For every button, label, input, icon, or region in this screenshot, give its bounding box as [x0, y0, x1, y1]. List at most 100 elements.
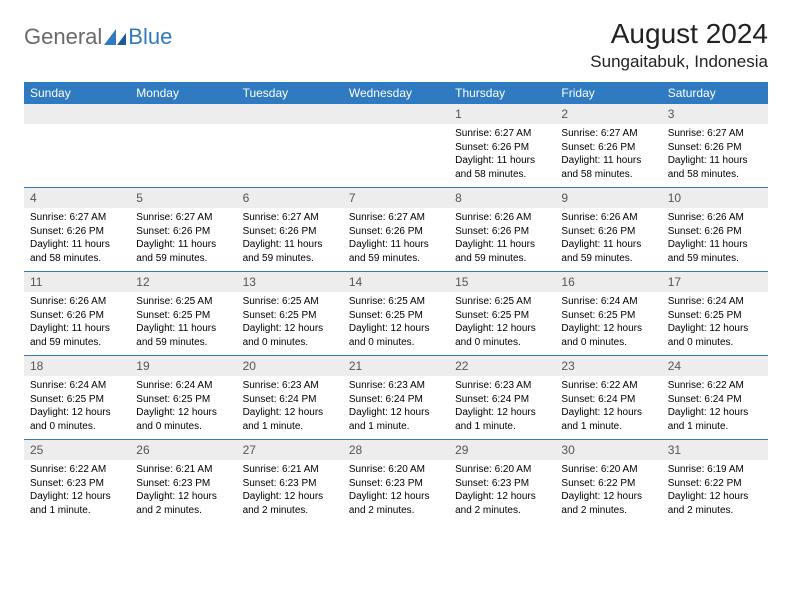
day-number: 30 [555, 440, 661, 460]
day-cell: 4Sunrise: 6:27 AMSunset: 6:26 PMDaylight… [24, 188, 130, 272]
day-cell: 16 Sunrise: 6:24 AMSunset: 6:25 PMDayligh… [555, 272, 661, 356]
empty-day-cell [24, 104, 130, 188]
day-number: 21 [343, 356, 449, 376]
brand-text-blue: Blue [128, 24, 172, 50]
day-body: Sunrise: 6:26 AMSunset: 6:26 PMDaylight:… [555, 208, 661, 271]
day-body: Sunrise: 6:23 AMSunset: 6:24 PMDaylight:… [343, 376, 449, 439]
day-body: Sunrise: 6:23 AMSunset: 6:24 PMDaylight:… [449, 376, 555, 439]
day-cell: 11Sunrise: 6:26 AMSunset: 6:26 PMDayligh… [24, 272, 130, 356]
day-number: 15 [449, 272, 555, 292]
day-number: 10 [662, 188, 768, 208]
day-cell: 1Sunrise: 6:27 AMSunset: 6:26 PMDaylight… [449, 104, 555, 188]
daylight-text: Daylight: 11 hours and 59 minutes. [455, 238, 549, 265]
week-row: 25 Sunrise: 6:22 AM Sunset: 6:23 PM Dayligh… [24, 440, 768, 523]
sunset-text: Sunset: 6:22 PM [668, 477, 762, 491]
sunrise-text: Sunrise: 6:27 AM [349, 211, 443, 225]
sunset-text: Sunset: 6:23 PM [136, 477, 230, 491]
day-body: Sunrise: 6:21 AMSunset: 6:23 PMDaylight:… [130, 460, 236, 523]
day-number: 13 [237, 272, 343, 292]
sunrise-text: Sunrise: 6:26 AM [455, 211, 549, 225]
day-body: Sunrise: 6:24 AMSunset: 6:25 PMDaylight:… [662, 292, 768, 355]
daylight-text: Daylight: 12 hours and 2 minutes. [668, 490, 762, 517]
sunrise-text: Sunrise: 6:25 AM [349, 295, 443, 309]
sunrise-text: Sunrise: 6:27 AM [243, 211, 337, 225]
empty-day-cell [130, 104, 236, 188]
daylight-text: Daylight: 11 hours and 59 minutes. [30, 322, 124, 349]
day-body: Sunrise: 6:26 AMSunset: 6:26 PMDaylight:… [662, 208, 768, 271]
day-body [237, 124, 343, 182]
day-body: Sunrise: 6:27 AMSunset: 6:26 PMDaylight:… [449, 124, 555, 187]
daylight-text: Daylight: 12 hours and 0 minutes. [243, 322, 337, 349]
sunrise-text: Sunrise: 6:21 AM [243, 463, 337, 477]
day-number: 8 [449, 188, 555, 208]
empty-day-cell [343, 104, 449, 188]
day-body: Sunrise: 6:27 AMSunset: 6:26 PMDaylight:… [130, 208, 236, 271]
daylight-text: Daylight: 11 hours and 59 minutes. [136, 322, 230, 349]
day-number: 31 [662, 440, 768, 460]
day-number: 6 [237, 188, 343, 208]
day-body: Sunrise: 6:25 AMSunset: 6:25 PMDaylight:… [449, 292, 555, 355]
dow-sunday: Sunday [24, 82, 130, 104]
day-body: Sunrise: 6:27 AMSunset: 6:26 PMDaylight:… [343, 208, 449, 271]
daylight-text: Daylight: 12 hours and 0 minutes. [561, 322, 655, 349]
sunset-text: Sunset: 6:26 PM [30, 225, 124, 239]
sunrise-text: Sunrise: 6:26 AM [30, 295, 124, 309]
day-body [130, 124, 236, 182]
day-number: 17 [662, 272, 768, 292]
daylight-text: Daylight: 11 hours and 59 minutes. [136, 238, 230, 265]
day-body [24, 124, 130, 182]
week-row: 4Sunrise: 6:27 AMSunset: 6:26 PMDaylight… [24, 188, 768, 272]
sunrise-text: Sunrise: 6:25 AM [136, 295, 230, 309]
sunrise-text: Sunrise: 6:21 AM [136, 463, 230, 477]
day-number: 12 [130, 272, 236, 292]
sunset-text: Sunset: 6:24 PM [349, 393, 443, 407]
day-number: 26 [130, 440, 236, 460]
day-body [343, 124, 449, 182]
sunrise-text: Sunrise: 6:22 AM [30, 463, 124, 477]
day-body: Sunrise: 6:27 AMSunset: 6:26 PMDaylight:… [24, 208, 130, 271]
daylight-text: Daylight: 12 hours and 0 minutes. [668, 322, 762, 349]
daylight-text: Daylight: 12 hours and 1 minute. [349, 406, 443, 433]
sunset-text: Sunset: 6:26 PM [561, 225, 655, 239]
sunrise-text: Sunrise: 6:24 AM [561, 295, 655, 309]
sunrise-text: Sunrise: 6:22 AM [561, 379, 655, 393]
daylight-text: Daylight: 12 hours and 0 minutes. [30, 406, 124, 433]
calendar-table: Sunday Monday Tuesday Wednesday Thursday… [24, 82, 768, 523]
dow-saturday: Saturday [662, 82, 768, 104]
day-number: 7 [343, 188, 449, 208]
day-cell: 28Sunrise: 6:20 AMSunset: 6:23 PMDayligh… [343, 440, 449, 523]
sunrise-text: Sunrise: 6:19 AM [668, 463, 762, 477]
sunset-text: Sunset: 6:25 PM [136, 393, 230, 407]
sunset-text: Sunset: 6:26 PM [30, 309, 124, 323]
day-number: 25 [24, 440, 130, 460]
sunrise-text: Sunrise: 6:27 AM [455, 127, 549, 141]
daylight-text: Daylight: 11 hours and 58 minutes. [30, 238, 124, 265]
day-number [24, 104, 130, 124]
sunset-text: Sunset: 6:25 PM [136, 309, 230, 323]
day-cell: 5Sunrise: 6:27 AMSunset: 6:26 PMDaylight… [130, 188, 236, 272]
daylight-text: Daylight: 11 hours and 58 minutes. [455, 154, 549, 181]
day-body: Sunrise: 6:23 AMSunset: 6:24 PMDaylight:… [237, 376, 343, 439]
daylight-text: Daylight: 12 hours and 0 minutes. [455, 322, 549, 349]
day-body: Sunrise: 6:22 AMSunset: 6:24 PMDaylight:… [555, 376, 661, 439]
day-cell: 18Sunrise: 6:24 AMSunset: 6:25 PMDayligh… [24, 356, 130, 440]
sunset-text: Sunset: 6:26 PM [455, 141, 549, 155]
day-number: 16 [555, 272, 661, 292]
day-body: Sunrise: 6:27 AMSunset: 6:26 PMDaylight:… [662, 124, 768, 187]
day-cell: 2Sunrise: 6:27 AMSunset: 6:26 PMDaylight… [555, 104, 661, 188]
title-block: August 2024 Sungaitabuk, Indonesia [590, 18, 768, 72]
day-cell: 22Sunrise: 6:23 AMSunset: 6:24 PMDayligh… [449, 356, 555, 440]
sunrise-text: Sunrise: 6:23 AM [455, 379, 549, 393]
daylight-text: Daylight: 12 hours and 2 minutes. [455, 490, 549, 517]
sunset-text: Sunset: 6:26 PM [243, 225, 337, 239]
week-row: 1Sunrise: 6:27 AMSunset: 6:26 PMDaylight… [24, 104, 768, 188]
sunset-text: Sunset: 6:26 PM [136, 225, 230, 239]
daylight-text: Daylight: 12 hours and 1 minute. [243, 406, 337, 433]
sunset-text: Sunset: 6:25 PM [561, 309, 655, 323]
day-number: 14 [343, 272, 449, 292]
sunrise-text: Sunrise: 6:27 AM [561, 127, 655, 141]
day-body: Sunrise: 6:26 AMSunset: 6:26 PMDaylight:… [24, 292, 130, 355]
day-cell: 26Sunrise: 6:21 AMSunset: 6:23 PMDayligh… [130, 440, 236, 523]
calendar-body: 1Sunrise: 6:27 AMSunset: 6:26 PMDaylight… [24, 104, 768, 523]
sunrise-text: Sunrise: 6:23 AM [243, 379, 337, 393]
